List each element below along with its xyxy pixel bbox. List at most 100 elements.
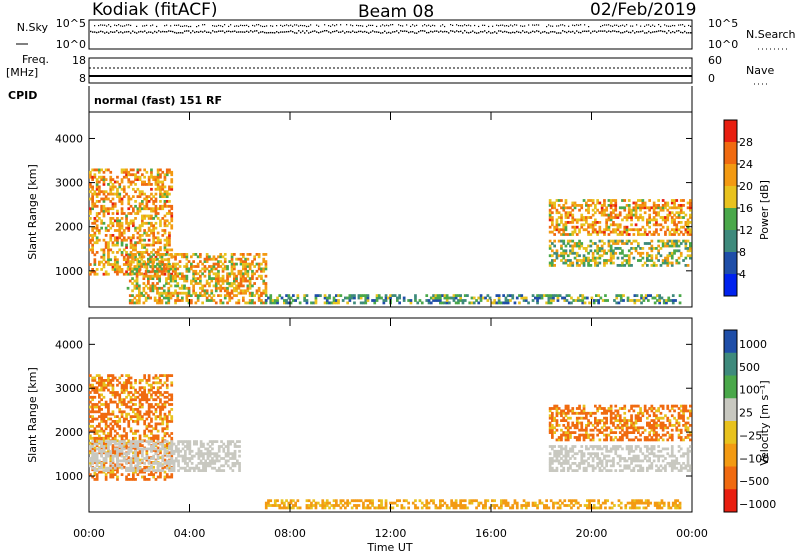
echo-cell [684, 228, 688, 232]
echo-cell [612, 211, 615, 215]
echo-cell [143, 243, 146, 247]
echo-cell [156, 262, 159, 266]
echo-cell [582, 264, 586, 267]
echo-cell [239, 269, 243, 273]
echo-cell [163, 202, 167, 206]
noise-search-point [122, 25, 124, 27]
echo-cell [197, 466, 201, 470]
noise-sky-point [180, 32, 182, 34]
echo-cell [147, 422, 151, 426]
echo-cell [170, 436, 174, 440]
echo-cell [657, 199, 660, 202]
echo-cell [569, 261, 572, 265]
echo-cell [100, 398, 103, 402]
echo-cell [163, 427, 167, 431]
echo-cell [186, 469, 189, 472]
echo-cell [184, 440, 187, 443]
echo-cell [104, 403, 108, 406]
noise-sky-point [194, 31, 196, 34]
echo-cell [129, 376, 133, 380]
echo-cell [573, 218, 577, 222]
echo-cell [118, 393, 122, 397]
echo-cell [658, 301, 661, 305]
echo-cell [113, 440, 117, 443]
echo-cell [596, 199, 599, 202]
echo-cell [650, 259, 654, 262]
echo-cell [682, 211, 685, 215]
echo-cell [650, 233, 654, 236]
echo-cell [571, 201, 575, 205]
echo-cell [551, 211, 554, 215]
echo-cell [120, 238, 124, 242]
echo-cell [215, 440, 219, 443]
echo-cell [335, 301, 338, 305]
echo-cell [314, 506, 318, 510]
echo-cell [187, 269, 191, 273]
echo-cell [664, 244, 667, 248]
echo-cell [522, 299, 526, 302]
noise-sky-point [518, 31, 520, 33]
echo-cell [138, 289, 141, 293]
echo-cell [418, 299, 422, 302]
echo-cell [95, 391, 99, 394]
noise-search-point [488, 25, 490, 28]
echo-cell [578, 254, 581, 258]
echo-cell [407, 299, 410, 302]
echo-cell [230, 272, 234, 276]
echo-cell [591, 230, 595, 234]
echo-cell [600, 213, 604, 217]
echo-cell [156, 466, 160, 470]
echo-cell [571, 407, 575, 410]
echo-cell [314, 294, 318, 297]
echo-cell [111, 374, 115, 377]
echo-cell [122, 420, 126, 423]
echo-cell [107, 466, 110, 470]
echo-cell [104, 379, 108, 382]
echo-cell [176, 291, 180, 295]
echo-cell [136, 415, 140, 418]
echo-cell [93, 173, 97, 177]
echo-cell [493, 299, 496, 302]
noise-search-point [502, 24, 504, 26]
echo-cell [659, 223, 663, 227]
echo-cell [141, 183, 144, 186]
echo-cell [555, 424, 559, 427]
echo-cell [612, 204, 615, 207]
echo-cell [109, 429, 113, 433]
echo-cell [689, 228, 692, 232]
echo-cell [170, 398, 174, 402]
echo-cell [575, 407, 579, 410]
noise-sky-point [266, 32, 268, 34]
echo-cell [91, 403, 94, 406]
echo-cell [596, 264, 599, 267]
echo-cell [555, 225, 559, 229]
echo-cell [145, 393, 149, 397]
echo-cell [136, 260, 140, 264]
echo-cell [187, 286, 191, 290]
echo-cell [145, 424, 149, 428]
echo-cell [659, 264, 663, 267]
noise-search-point [496, 24, 498, 26]
echo-cell [132, 246, 135, 249]
echo-cell [145, 440, 149, 443]
echo-cell [141, 454, 144, 458]
echo-cell [100, 445, 103, 448]
echo-cell [486, 294, 490, 297]
echo-cell [556, 299, 560, 302]
echo-cell [122, 272, 126, 276]
noise-sky-point [690, 32, 692, 34]
echo-cell [673, 230, 676, 234]
echo-cell [557, 411, 561, 415]
noise-search-point [144, 25, 146, 27]
echo-cell [616, 225, 620, 229]
echo-cell [170, 170, 174, 174]
noise-search-point [356, 24, 358, 26]
echo-cell [107, 417, 110, 421]
echo-cell [578, 230, 581, 234]
echo-cell [574, 299, 578, 302]
echo-cell [163, 432, 167, 435]
echo-cell [587, 225, 590, 229]
echo-cell [165, 454, 169, 458]
echo-cell [122, 255, 126, 259]
echo-cell [566, 221, 570, 224]
